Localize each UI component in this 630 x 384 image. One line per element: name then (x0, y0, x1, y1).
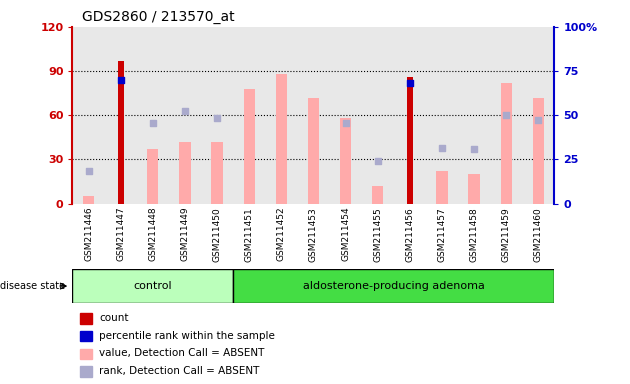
Point (340, 119, 350, 126)
Text: GSM211455: GSM211455 (373, 207, 382, 262)
Bar (501, 83, 512, 204)
Bar (372, 186, 383, 204)
Point (501, 112, 511, 118)
Point (469, 146, 479, 152)
Point (180, 108, 190, 114)
Text: GSM211450: GSM211450 (212, 207, 222, 262)
Bar (83, 196, 94, 204)
Point (212, 115, 222, 121)
Point (533, 117, 543, 123)
Text: GSM211460: GSM211460 (534, 207, 543, 262)
Bar (276, 74, 287, 204)
Point (147, 119, 158, 126)
Text: rank, Detection Call = ABSENT: rank, Detection Call = ABSENT (100, 366, 260, 376)
Text: GSM211448: GSM211448 (148, 207, 158, 262)
Text: GSM211446: GSM211446 (84, 207, 93, 262)
Text: GSM211447: GSM211447 (116, 207, 125, 262)
Text: GSM211449: GSM211449 (180, 207, 190, 262)
Text: GSM211456: GSM211456 (405, 207, 415, 262)
Bar (118, 61, 123, 204)
Text: GSM211457: GSM211457 (437, 207, 447, 262)
Text: GSM211458: GSM211458 (469, 207, 479, 262)
Point (372, 158, 382, 164)
Bar (437, 171, 447, 204)
Bar (469, 174, 479, 204)
Bar (233, 269, 554, 303)
Point (116, 77, 126, 83)
Bar (79, 366, 92, 377)
Bar (180, 142, 190, 204)
Bar (244, 89, 255, 204)
Bar (340, 118, 351, 204)
Text: value, Detection Call = ABSENT: value, Detection Call = ABSENT (100, 348, 265, 358)
Point (83, 168, 94, 174)
Text: aldosterone-producing adenoma: aldosterone-producing adenoma (303, 281, 484, 291)
Text: GSM211454: GSM211454 (341, 207, 350, 262)
Bar (212, 142, 222, 204)
Point (437, 144, 447, 151)
Bar (533, 98, 544, 204)
Bar (79, 313, 92, 323)
Text: GSM211459: GSM211459 (501, 207, 511, 262)
Bar (79, 349, 92, 359)
Text: disease state: disease state (0, 281, 65, 291)
Text: GDS2860 / 213570_at: GDS2860 / 213570_at (82, 10, 235, 25)
Text: control: control (134, 281, 172, 291)
Text: GSM211452: GSM211452 (277, 207, 286, 262)
Text: GSM211453: GSM211453 (309, 207, 318, 262)
Point (404, 80, 415, 86)
Text: count: count (100, 313, 129, 323)
Bar (407, 77, 413, 204)
Bar (79, 331, 92, 341)
Bar (72, 269, 233, 303)
Text: GSM211451: GSM211451 (244, 207, 254, 262)
Bar (308, 98, 319, 204)
Text: percentile rank within the sample: percentile rank within the sample (100, 331, 275, 341)
Bar (147, 149, 158, 204)
